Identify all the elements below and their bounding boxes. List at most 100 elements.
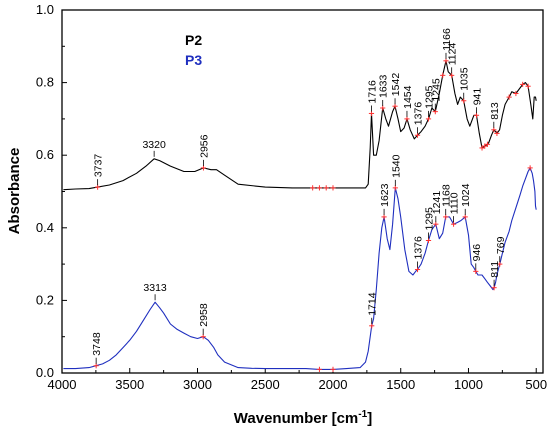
- peak-annotation: 3737: [93, 154, 105, 186]
- legend-entry-p3: P3: [185, 52, 202, 68]
- peak-label: 1241: [431, 191, 443, 215]
- series-layer: [63, 60, 537, 370]
- peak-marker: [440, 72, 446, 78]
- peak-marker: [461, 98, 467, 104]
- peak-marker: [462, 214, 468, 220]
- peak-marker: [95, 184, 101, 190]
- peak-label: 941: [472, 88, 484, 106]
- peak-marker: [414, 266, 421, 273]
- peak-marker: [369, 323, 375, 329]
- series-line-p2: [63, 60, 537, 191]
- x-tick-label: 1500: [386, 377, 415, 392]
- peak-annotation: 1714: [367, 292, 379, 324]
- peak-marker: [381, 214, 387, 220]
- peak-marker: [392, 103, 398, 109]
- peak-label: 1035: [459, 67, 471, 91]
- peak-annotation: 1295: [424, 85, 436, 117]
- peak-marker: [513, 90, 519, 97]
- peak-annotation: 1035: [459, 67, 471, 99]
- peak-annotation: 813: [489, 102, 501, 128]
- peak-annotation: 1623: [379, 183, 391, 215]
- peak-marker: [404, 116, 410, 122]
- peak-label: 1542: [390, 73, 402, 97]
- peak-annotation: 1168: [441, 184, 453, 215]
- peak-annotation: 1024: [460, 183, 472, 215]
- peak-marker: [443, 58, 449, 64]
- peak-annotation: 1542: [390, 73, 402, 105]
- peak-label: 946: [471, 244, 483, 262]
- peak-annotation: 1110: [449, 192, 461, 223]
- x-tick-label: 2000: [319, 377, 348, 392]
- x-axis-title-main: Wavenumber [cm: [234, 410, 358, 427]
- peak-marker: [443, 214, 449, 220]
- x-tick-label: 4000: [48, 377, 77, 392]
- peak-label: 1633: [378, 74, 390, 98]
- peak-annotation: 811: [489, 261, 501, 286]
- peak-label: 1295: [424, 207, 436, 231]
- peak-marker: [392, 185, 398, 191]
- peak-marker: [497, 261, 503, 267]
- peak-marker: [425, 116, 432, 122]
- peak-marker: [432, 109, 438, 115]
- y-tick-label: 1.0: [36, 2, 54, 17]
- peak-marker: [479, 145, 485, 151]
- x-tick-label: 1000: [454, 377, 483, 392]
- peak-label: 769: [495, 236, 507, 254]
- peak-marker: [473, 112, 480, 118]
- peak-marker: [494, 130, 500, 137]
- peak-label: 1454: [402, 85, 414, 109]
- x-axis-title: Wavenumber [cm-1]: [234, 409, 372, 427]
- peak-label: 1024: [460, 183, 472, 207]
- peak-marker: [506, 94, 512, 100]
- peak-annotation: 769: [495, 236, 507, 263]
- peak-label: 1295: [424, 85, 436, 109]
- peak-marker: [520, 81, 526, 88]
- peak-label: 813: [489, 102, 501, 120]
- peak-label: 1245: [430, 78, 442, 102]
- x-tick-label: 2500: [251, 377, 280, 392]
- peak-marker: [323, 185, 329, 191]
- peak-label: 1540: [390, 154, 402, 178]
- peak-marker: [527, 165, 533, 171]
- series-line-p3: [63, 167, 537, 370]
- y-axis-ticks: 0.0 0.2 0.4 0.6 0.8 1.0: [36, 2, 67, 380]
- peak-label: 1716: [367, 80, 379, 104]
- peak-label: 3737: [93, 154, 105, 178]
- peak-annotation: 3320: [142, 139, 166, 157]
- peak-marker: [330, 185, 336, 191]
- peak-marker: [425, 237, 432, 244]
- peak-label: 1376: [413, 236, 425, 260]
- peak-annotation: 1166: [441, 28, 453, 59]
- y-tick-label: 0.8: [36, 75, 54, 90]
- peak-marker: [482, 143, 488, 149]
- peak-marker: [433, 221, 439, 227]
- peak-markers: [93, 58, 533, 372]
- peak-marker: [380, 105, 386, 111]
- y-tick-label: 0.0: [36, 365, 54, 380]
- peak-label: 1623: [379, 183, 391, 207]
- peak-annotation: 941: [472, 88, 484, 114]
- x-tick-label: 3500: [115, 377, 144, 392]
- peak-marker: [491, 127, 497, 133]
- peak-marker: [484, 141, 491, 147]
- peak-annotation: 1295: [424, 207, 436, 239]
- peak-annotation: 1376: [413, 102, 425, 134]
- y-tick-label: 0.6: [36, 147, 54, 162]
- peak-marker: [450, 221, 457, 227]
- peak-marker: [449, 72, 455, 78]
- peak-label: 1376: [413, 102, 425, 126]
- x-tick-label: 3000: [183, 377, 212, 392]
- peak-marker: [473, 268, 479, 274]
- peak-annotation: 2956: [199, 134, 211, 166]
- x-axis-title-close: ]: [367, 410, 372, 427]
- peak-label: 1124: [447, 43, 459, 66]
- peak-label: 1168: [441, 184, 453, 207]
- peak-marker: [330, 366, 336, 372]
- peak-marker: [316, 185, 323, 191]
- peak-marker: [200, 165, 207, 171]
- x-axis-ticks: 4000 3500 3000 2500 2000 1500 1000 500: [48, 368, 547, 392]
- y-tick-label: 0.2: [36, 292, 54, 307]
